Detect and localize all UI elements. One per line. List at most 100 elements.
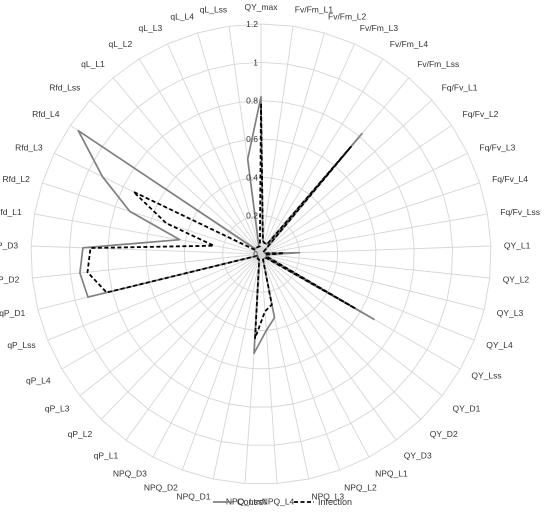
axis-label: qP_L2 bbox=[68, 429, 93, 439]
radial-tick-label: 0.2 bbox=[246, 211, 258, 221]
grid-spoke bbox=[47, 253, 262, 341]
grid-spoke bbox=[212, 253, 262, 480]
axis-label: qL_L1 bbox=[81, 59, 105, 69]
axis-label: QY_D3 bbox=[404, 451, 432, 461]
radial-tick-label: 1.2 bbox=[246, 19, 258, 29]
axis-label: qP_D2 bbox=[0, 274, 20, 284]
axis-label: NPQ_L3 bbox=[312, 492, 345, 502]
grid-spoke bbox=[260, 253, 443, 396]
grid-spoke bbox=[260, 253, 485, 311]
axis-label: QY_L3 bbox=[497, 308, 524, 318]
axis-label: qP_L1 bbox=[94, 451, 119, 461]
axis-label: Fv/Fm_L4 bbox=[390, 39, 429, 49]
grid-spoke bbox=[260, 253, 490, 279]
grid-spoke bbox=[138, 58, 262, 255]
grid-spoke bbox=[260, 99, 433, 255]
radar-tick-labels: 0 0.2 0.4 0.6 0.8 1 1.2 bbox=[246, 19, 258, 259]
grid-spoke bbox=[260, 43, 355, 255]
grid-spoke bbox=[260, 253, 341, 471]
axis-label: qP_D3 bbox=[0, 241, 18, 251]
grid-spoke bbox=[112, 77, 262, 255]
radar-grid bbox=[30, 23, 492, 484]
radial-tick-label: 0.6 bbox=[246, 134, 258, 144]
axis-label: NPQ_L2 bbox=[344, 482, 377, 492]
radial-tick-label: 0.4 bbox=[246, 172, 258, 182]
axis-label: Fq/Fv_Lss bbox=[500, 207, 540, 217]
axis-label: NPQ_L1 bbox=[375, 469, 408, 479]
axis-label: QY_max bbox=[244, 2, 278, 12]
axis-label: qP_L3 bbox=[45, 404, 70, 414]
axis-label: QY_D2 bbox=[430, 429, 458, 439]
grid-spoke bbox=[260, 152, 468, 255]
grid-spoke bbox=[260, 58, 384, 255]
axis-label: Fv/Fm_L2 bbox=[328, 11, 367, 21]
legend: Control Infection bbox=[213, 497, 352, 507]
axis-label: qL_L4 bbox=[170, 11, 194, 21]
axis-label: QY_Lss bbox=[471, 371, 501, 381]
radar-series bbox=[77, 95, 375, 355]
grid-spoke bbox=[167, 43, 262, 255]
grid-spoke bbox=[79, 253, 262, 396]
axis-label: Fq/Fv_L3 bbox=[479, 143, 515, 153]
legend-label-infection: Infection bbox=[318, 497, 352, 507]
grid-ring bbox=[69, 61, 453, 446]
grid-spoke bbox=[125, 253, 262, 441]
axis-label: qL_L3 bbox=[139, 23, 163, 33]
axis-label: NPQ_Lss bbox=[226, 496, 262, 506]
series-infection-line bbox=[86, 103, 357, 340]
grid-spoke bbox=[42, 182, 262, 255]
grid-spoke bbox=[260, 253, 475, 341]
axis-label: qP_L4 bbox=[26, 376, 51, 386]
axis-label: QY_L1 bbox=[504, 241, 531, 251]
axis-label: Fq/Fv_L4 bbox=[492, 174, 528, 184]
axis-label: Fv/Fm_L1 bbox=[295, 4, 334, 14]
axis-label: NPQ_D3 bbox=[113, 469, 147, 479]
grid-spoke bbox=[197, 32, 262, 255]
axis-label: Fq/Fv_L1 bbox=[442, 82, 478, 92]
grid-spoke bbox=[260, 253, 397, 441]
grid-spoke bbox=[260, 182, 480, 255]
grid-spoke bbox=[260, 213, 488, 255]
axis-label: QY_L2 bbox=[503, 274, 530, 284]
axis-label: Rfd_Lss bbox=[49, 82, 80, 92]
grid-spoke bbox=[260, 125, 452, 255]
radial-tick-label: 0 bbox=[253, 249, 258, 259]
grid-spoke bbox=[31, 245, 262, 255]
axis-label: Rfd_L4 bbox=[32, 109, 60, 119]
axis-label: QY_D1 bbox=[453, 404, 481, 414]
legend-label-control: Control bbox=[237, 497, 266, 507]
grid-ring bbox=[107, 100, 415, 408]
axis-label: Rfd_L1 bbox=[0, 207, 22, 217]
grid-spoke bbox=[61, 253, 262, 370]
axis-label: Fv/Fm_Lss bbox=[417, 59, 459, 69]
axis-label: qL_L2 bbox=[109, 39, 133, 49]
axis-label: QY_L4 bbox=[486, 340, 513, 350]
grid-spoke bbox=[89, 99, 262, 255]
grid-spoke bbox=[260, 253, 422, 420]
axis-label: qP_Lss bbox=[7, 340, 35, 350]
grid-spoke bbox=[260, 32, 325, 255]
axis-label: Fv/Fm_L3 bbox=[360, 23, 399, 33]
grid-spoke bbox=[260, 253, 278, 484]
axis-label: NPQ_D2 bbox=[144, 482, 178, 492]
grid-ring bbox=[145, 138, 377, 370]
grid-ring bbox=[30, 23, 492, 484]
series-control-line bbox=[77, 95, 375, 355]
grid-spoke bbox=[100, 253, 262, 420]
axis-label: qL_Lss bbox=[200, 4, 227, 14]
axis-label: NPQ_D1 bbox=[176, 492, 210, 502]
grid-ring bbox=[222, 215, 300, 293]
axis-label: qP_D1 bbox=[0, 308, 25, 318]
axis-label: NPQ_L4 bbox=[262, 496, 295, 506]
grid-spoke bbox=[260, 253, 370, 458]
grid-spoke bbox=[152, 253, 262, 458]
axis-label: Rfd_L3 bbox=[15, 143, 43, 153]
grid-spoke bbox=[32, 253, 262, 279]
axis-label: Fq/Fv_L2 bbox=[463, 109, 499, 119]
grid-spoke bbox=[181, 253, 262, 471]
axis-label: Rfd_L2 bbox=[2, 174, 30, 184]
radial-tick-label: 0.8 bbox=[246, 96, 258, 106]
grid-ring bbox=[183, 176, 339, 331]
